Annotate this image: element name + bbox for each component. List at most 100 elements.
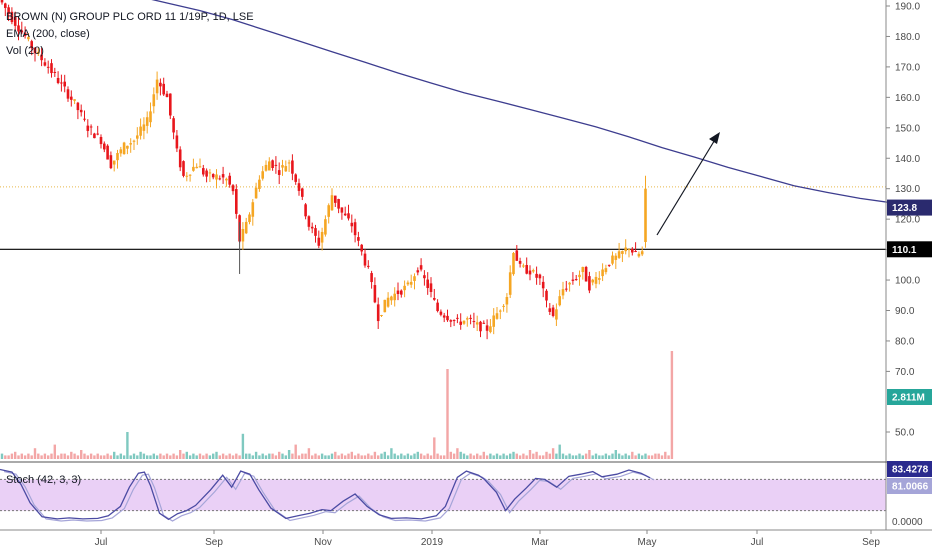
candle bbox=[433, 288, 436, 301]
candle-body bbox=[126, 145, 129, 149]
volume-bar bbox=[294, 444, 297, 459]
candle-body bbox=[456, 317, 459, 319]
candle-body bbox=[485, 325, 489, 331]
volume-bar bbox=[581, 455, 584, 459]
candle-body bbox=[304, 204, 307, 217]
candle-body bbox=[268, 161, 271, 171]
candle bbox=[60, 74, 63, 92]
stoch-k-line bbox=[0, 468, 651, 521]
candle-body bbox=[617, 251, 621, 258]
volume-bar bbox=[353, 455, 357, 459]
candle-body bbox=[149, 111, 152, 123]
volume-bar bbox=[631, 451, 634, 459]
volume-bar bbox=[436, 453, 439, 459]
candle-body bbox=[0, 0, 4, 3]
candle bbox=[73, 99, 76, 105]
volume-bar bbox=[344, 455, 347, 459]
chart-title: BROWN (N) GROUP PLC ORD 11 1/19P, 1D, LS… bbox=[6, 11, 254, 23]
candle bbox=[621, 250, 624, 263]
candle bbox=[386, 292, 390, 308]
candle-body bbox=[320, 231, 324, 243]
candle-body bbox=[574, 279, 578, 281]
volume-bar bbox=[608, 455, 611, 459]
candle bbox=[505, 293, 509, 313]
volume-bar bbox=[241, 433, 245, 459]
candle bbox=[310, 222, 314, 234]
candle bbox=[350, 214, 354, 233]
candle bbox=[304, 202, 307, 220]
candle-body bbox=[178, 149, 182, 168]
candle bbox=[99, 134, 103, 149]
time-tick-label: 2019 bbox=[421, 537, 444, 548]
candle bbox=[376, 297, 380, 329]
candle-body bbox=[522, 265, 525, 267]
candle-body bbox=[145, 117, 149, 126]
candle-body bbox=[103, 143, 106, 150]
arrow-head bbox=[709, 132, 720, 144]
volume-bar bbox=[192, 453, 195, 459]
candle bbox=[175, 130, 179, 153]
volume-bar bbox=[208, 455, 212, 459]
candle-body bbox=[182, 161, 185, 176]
volume-bar bbox=[188, 455, 192, 459]
candle-body bbox=[116, 153, 119, 161]
volume-bar bbox=[334, 451, 337, 459]
candle bbox=[79, 104, 83, 117]
candle-body bbox=[284, 166, 288, 172]
candle bbox=[396, 282, 400, 301]
candle bbox=[76, 101, 80, 120]
candle bbox=[103, 141, 106, 153]
price-tick-label: 180.0 bbox=[895, 32, 920, 43]
candle-body bbox=[287, 162, 291, 164]
candle bbox=[541, 276, 545, 298]
candle bbox=[264, 160, 268, 172]
volume-bar bbox=[350, 451, 353, 459]
candle-body bbox=[112, 160, 116, 165]
candle-body bbox=[27, 37, 30, 40]
candle bbox=[145, 111, 149, 134]
candle-body bbox=[429, 283, 433, 293]
volume-bar bbox=[202, 455, 205, 459]
candle-body bbox=[469, 317, 472, 319]
volume-bar bbox=[413, 453, 416, 459]
candle-body bbox=[301, 188, 304, 197]
candle bbox=[211, 173, 215, 180]
candle-body bbox=[109, 155, 113, 169]
volume-bar bbox=[337, 455, 340, 459]
candle-body bbox=[221, 174, 225, 178]
candle bbox=[512, 251, 515, 276]
candle-body bbox=[555, 309, 558, 320]
candle bbox=[508, 265, 512, 299]
stoch-k-tag-text: 83.4278 bbox=[892, 465, 929, 476]
candle-body bbox=[561, 289, 565, 296]
candle-body bbox=[324, 219, 327, 235]
volume-bar bbox=[390, 448, 393, 459]
candle bbox=[93, 132, 96, 139]
candle-body bbox=[588, 276, 591, 291]
candle bbox=[475, 315, 479, 331]
volume-bar bbox=[634, 455, 637, 459]
volume-bar bbox=[406, 453, 410, 459]
candle bbox=[185, 172, 189, 182]
volume-bar bbox=[106, 453, 109, 459]
volume-bar bbox=[522, 453, 525, 459]
candle bbox=[116, 149, 119, 169]
candle-body bbox=[73, 99, 76, 101]
volume-bar bbox=[571, 455, 575, 459]
candle bbox=[297, 178, 301, 196]
volume-bar bbox=[89, 453, 93, 459]
candle-body bbox=[46, 66, 50, 68]
candle-body bbox=[578, 274, 581, 278]
candle-body bbox=[294, 174, 297, 182]
candle bbox=[274, 156, 278, 174]
candle-body bbox=[403, 285, 406, 291]
candle-body bbox=[43, 62, 47, 66]
volume-bar bbox=[555, 453, 558, 459]
volume-bar bbox=[472, 455, 476, 459]
candle bbox=[568, 281, 571, 292]
volume-bar bbox=[621, 455, 624, 459]
candle bbox=[7, 4, 10, 22]
candle-body bbox=[228, 175, 231, 185]
candle-body bbox=[251, 202, 255, 217]
